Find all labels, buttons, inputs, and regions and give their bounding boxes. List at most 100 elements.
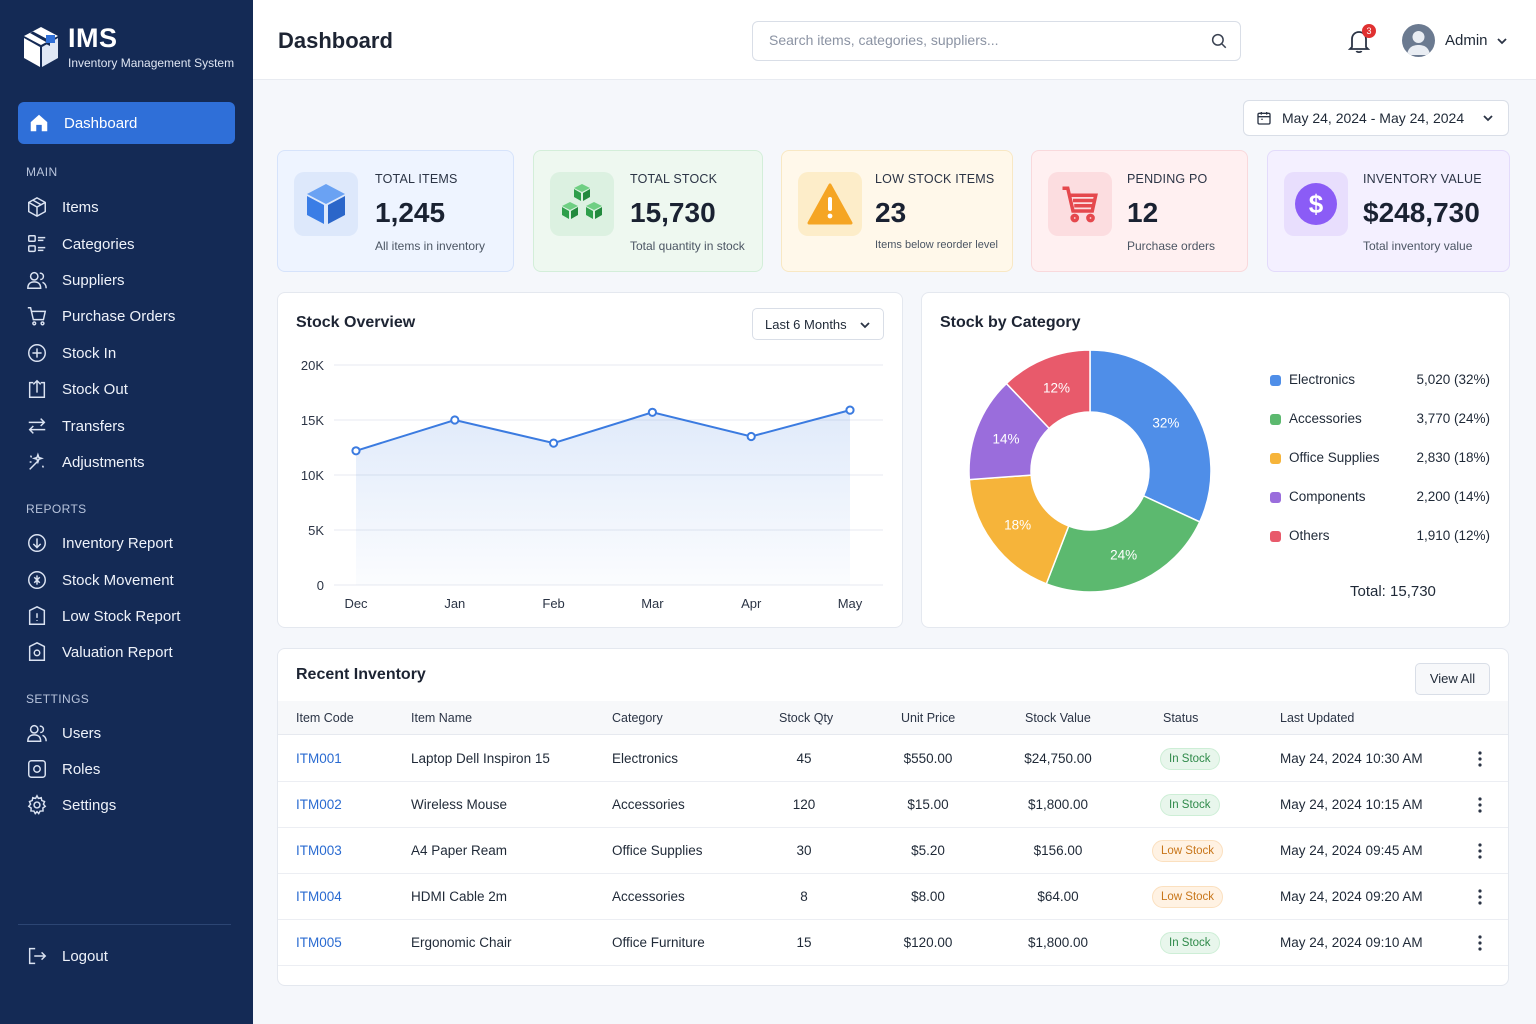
calendar-icon [1257, 112, 1271, 125]
sidebar-item-suppliers[interactable]: Suppliers [26, 268, 125, 292]
sidebar-item-purchase-orders[interactable]: Purchase Orders [26, 304, 175, 328]
sidebar-item-stock-in[interactable]: Stock In [26, 341, 116, 365]
legend-label: Components [1289, 489, 1366, 504]
sidebar-item-adjustments[interactable]: Adjustments [26, 450, 145, 474]
date-range-picker[interactable]: May 24, 2024 - May 24, 2024 [1243, 100, 1509, 136]
table-row[interactable]: ITM003 A4 Paper Ream Office Supplies 30 $5.2… [278, 828, 1508, 874]
item-code-link[interactable]: ITM001 [296, 751, 342, 766]
sidebar-item-items[interactable]: Items [26, 195, 99, 219]
sidebar-item-inventory-report[interactable]: Inventory Report [26, 531, 173, 555]
sidebar-item-users[interactable]: Users [26, 721, 101, 745]
legend-swatch [1270, 492, 1281, 503]
sidebar-item-dashboard[interactable]: Dashboard [18, 102, 235, 144]
stock-qty-cell: 8 [800, 889, 808, 904]
column-header[interactable]: Category [612, 711, 663, 725]
legend-item[interactable]: Others 1,910 (12%) [1270, 527, 1490, 547]
user-menu[interactable]: Admin [1402, 24, 1508, 57]
item-code-link[interactable]: ITM004 [296, 889, 342, 904]
data-point[interactable] [549, 438, 559, 448]
column-header[interactable]: Item Name [411, 711, 473, 725]
stat-card-pending-po[interactable]: PENDING PO 12 Purchase orders [1031, 150, 1248, 272]
column-header[interactable]: Item Code [296, 711, 354, 725]
item-code-link[interactable]: ITM002 [296, 797, 342, 812]
movement-icon [28, 571, 46, 589]
view-all-button[interactable]: View All [1415, 663, 1490, 695]
stat-subtext: Total quantity in stock [630, 239, 745, 253]
table-row[interactable]: ITM005 Ergonomic Chair Office Furniture 15 $… [278, 920, 1508, 966]
pie-slice-label: 32% [1152, 416, 1179, 431]
y-tick-label: 10K [301, 468, 324, 483]
sidebar-item-stock-out[interactable]: Stock Out [26, 377, 128, 401]
sidebar-item-categories[interactable]: Categories [26, 232, 135, 256]
pie-slice-others[interactable] [1005, 349, 1091, 430]
search-icon[interactable] [1210, 32, 1228, 50]
pie-slice-electronics[interactable] [1089, 349, 1212, 523]
table-header: Item Code Item Name Category Stock Qty U… [278, 701, 1508, 735]
table-row[interactable]: ITM001 Laptop Dell Inspiron 15 Electronics… [278, 736, 1508, 782]
sidebar-item-stock-movement[interactable]: Stock Movement [26, 568, 174, 592]
export-icon [28, 379, 46, 398]
x-tick-label: Feb [542, 596, 564, 611]
stat-label: PENDING PO [1127, 172, 1208, 186]
series-line [355, 409, 851, 452]
legend-item[interactable]: Components 2,200 (14%) [1270, 488, 1490, 508]
table-row[interactable]: ITM004 HDMI Cable 2m Accessories 8 $8.00 $64.… [278, 874, 1508, 920]
kebab-menu-icon[interactable] [1477, 796, 1483, 814]
column-header[interactable]: Stock Value [1025, 711, 1091, 725]
unit-price-cell: $15.00 [907, 797, 949, 812]
stat-card-inventory-value[interactable]: $ INVENTORY VALUE $248,730 Total invento… [1267, 150, 1510, 272]
pie-slice-accessories[interactable] [1045, 494, 1201, 593]
stock-value-cell: $64.00 [1037, 889, 1079, 904]
data-point[interactable] [845, 405, 855, 415]
search-box[interactable] [752, 21, 1241, 61]
sidebar-item-transfers[interactable]: Transfers [26, 414, 125, 438]
stat-value: 12 [1127, 197, 1159, 228]
legend-swatch [1270, 414, 1281, 425]
chevron-down-icon [1483, 115, 1493, 122]
kebab-menu-icon[interactable] [1477, 934, 1483, 952]
data-point[interactable] [450, 415, 460, 425]
status-badge: In Stock [1160, 932, 1220, 954]
stat-label: TOTAL ITEMS [375, 172, 458, 186]
stat-card-total-items[interactable]: TOTAL ITEMS 1,245 All items in inventory [277, 150, 514, 272]
logout-button[interactable]: Logout [26, 944, 108, 968]
sidebar-item-settings[interactable]: Settings [26, 793, 116, 817]
x-tick-label: Apr [741, 596, 762, 611]
search-input[interactable] [769, 32, 1189, 48]
column-header[interactable]: Stock Qty [779, 711, 834, 725]
period-select[interactable]: Last 6 Months [752, 308, 884, 340]
date-range-label: May 24, 2024 - May 24, 2024 [1282, 110, 1465, 126]
legend-item[interactable]: Office Supplies 2,830 (18%) [1270, 449, 1490, 469]
stat-card-low-stock[interactable]: LOW STOCK ITEMS 23 Items below reorder l… [781, 150, 1013, 272]
column-header[interactable]: Unit Price [901, 711, 956, 725]
column-header[interactable]: Status [1163, 711, 1199, 725]
brand[interactable]: IMS Inventory Management System [22, 24, 234, 70]
table-row[interactable]: ITM002 Wireless Mouse Accessories 120 $15.00… [278, 782, 1508, 828]
item-code-link[interactable]: ITM003 [296, 843, 342, 858]
stock-by-category-chart: 32% 24% 18% 14% 12% [968, 349, 1212, 593]
column-header[interactable]: Last Updated [1280, 711, 1355, 725]
logo-cube-icon [24, 27, 58, 67]
data-point[interactable] [351, 446, 361, 456]
stat-value: $248,730 [1363, 197, 1480, 228]
legend-item[interactable]: Accessories 3,770 (24%) [1270, 410, 1490, 430]
nav-section-settings: SETTINGS [26, 692, 90, 706]
stat-subtext: Purchase orders [1127, 239, 1216, 253]
legend-label: Office Supplies [1289, 450, 1380, 465]
sidebar-item-valuation-report[interactable]: Valuation Report [26, 640, 173, 664]
category-cell: Office Furniture [612, 935, 705, 950]
stock-value-cell: $156.00 [1033, 843, 1083, 858]
legend-item[interactable]: Electronics 5,020 (32%) [1270, 371, 1490, 391]
data-point[interactable] [746, 431, 756, 442]
kebab-menu-icon[interactable] [1477, 842, 1483, 860]
kebab-menu-icon[interactable] [1477, 750, 1483, 768]
sidebar-item-low-stock-report[interactable]: Low Stock Report [26, 604, 180, 628]
stat-card-total-stock[interactable]: TOTAL STOCK 15,730 Total quantity in sto… [533, 150, 763, 272]
item-code-link[interactable]: ITM005 [296, 935, 342, 950]
sidebar-item-label: Adjustments [62, 453, 145, 471]
bell-icon[interactable] [1347, 28, 1371, 54]
data-point[interactable] [647, 407, 657, 417]
x-tick-label: Dec [344, 596, 368, 611]
kebab-menu-icon[interactable] [1477, 888, 1483, 906]
sidebar-item-roles[interactable]: Roles [26, 757, 100, 781]
